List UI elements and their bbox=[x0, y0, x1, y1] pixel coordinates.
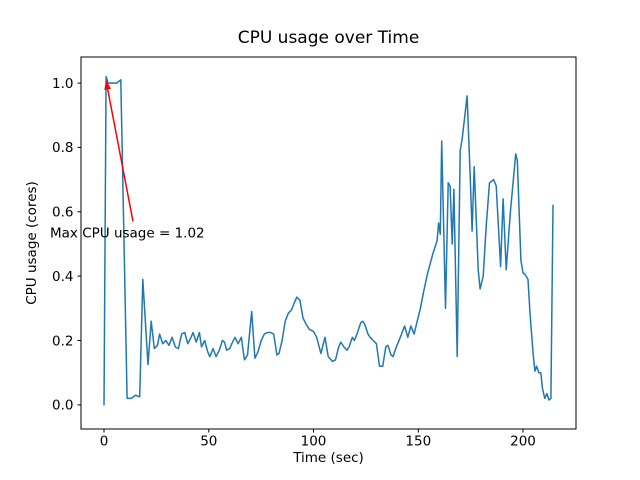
plot-border bbox=[80, 56, 577, 430]
y-tick-label: 0.6 bbox=[52, 205, 73, 221]
cpu-usage-line bbox=[103, 75, 554, 406]
annotation-arrow bbox=[104, 80, 134, 222]
x-tick-label: 100 bbox=[301, 434, 327, 450]
y-tick-label: 0.0 bbox=[52, 398, 73, 414]
y-tick-label: 1.0 bbox=[52, 76, 73, 92]
y-axis-ticks: 0.0 0.2 0.4 0.6 0.8 1.0 bbox=[52, 76, 81, 414]
y-tick-label: 0.2 bbox=[52, 333, 73, 349]
annotation: Max CPU usage = 1.02 bbox=[50, 80, 205, 242]
x-axis-label: Time (sec) bbox=[292, 450, 364, 466]
y-axis-label: CPU usage (cores) bbox=[24, 181, 40, 305]
x-tick-label: 50 bbox=[200, 434, 217, 450]
x-tick-label: 0 bbox=[100, 434, 109, 450]
x-tick-label: 150 bbox=[405, 434, 431, 450]
y-tick-label: 0.8 bbox=[52, 140, 73, 156]
annotation-text: Max CPU usage = 1.02 bbox=[50, 226, 205, 242]
x-tick-label: 200 bbox=[510, 434, 536, 450]
y-tick-label: 0.4 bbox=[52, 269, 73, 285]
x-axis-ticks: 0 50 100 150 200 bbox=[100, 429, 536, 450]
chart-title: CPU usage over Time bbox=[238, 28, 420, 48]
